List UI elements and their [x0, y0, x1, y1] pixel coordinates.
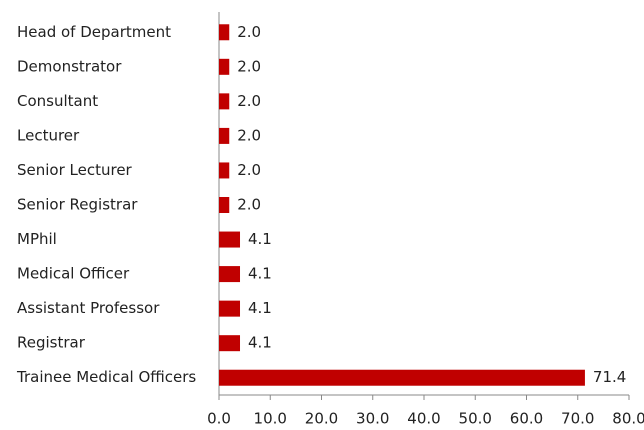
- x-tick-label: 0.0: [207, 410, 231, 428]
- x-tick-label: 10.0: [254, 410, 287, 428]
- y-tick-label: Medical Officer: [17, 265, 130, 283]
- x-tick-label: 40.0: [407, 410, 440, 428]
- bar: [219, 300, 241, 317]
- value-label: 2.0: [237, 92, 261, 110]
- x-tick-label: 80.0: [612, 410, 644, 428]
- value-label: 71.4: [593, 368, 626, 386]
- y-tick-label: Registrar: [17, 334, 86, 352]
- value-label: 4.1: [248, 230, 272, 248]
- y-tick-label: Demonstrator: [17, 57, 122, 75]
- bar: [219, 231, 241, 248]
- value-label: 2.0: [237, 57, 261, 75]
- x-tick-label: 20.0: [305, 410, 338, 428]
- y-tick-label: Lecturer: [17, 126, 80, 144]
- y-tick-label: Trainee Medical Officers: [16, 368, 196, 386]
- x-tick-label: 60.0: [510, 410, 543, 428]
- value-label: 2.0: [237, 23, 261, 41]
- bar: [219, 93, 230, 110]
- y-tick-label: Assistant Professor: [17, 299, 160, 317]
- bar: [219, 369, 585, 386]
- bar: [219, 266, 241, 283]
- value-label: 2.0: [237, 196, 261, 214]
- bar: [219, 162, 230, 179]
- bar: [219, 197, 230, 213]
- bar: [219, 335, 241, 352]
- value-label: 2.0: [237, 126, 261, 144]
- bar: [219, 58, 230, 75]
- value-label: 4.1: [248, 299, 272, 317]
- bar: [219, 127, 230, 144]
- x-tick-label: 50.0: [459, 410, 492, 428]
- y-tick-label: Head of Department: [17, 23, 171, 41]
- x-tick-label: 30.0: [356, 410, 389, 428]
- y-tick-label: MPhil: [17, 230, 57, 248]
- value-label: 4.1: [248, 334, 272, 352]
- y-tick-label: Senior Registrar: [17, 196, 138, 214]
- x-tick-label: 70.0: [561, 410, 594, 428]
- value-label: 4.1: [248, 265, 272, 283]
- y-tick-label: Consultant: [17, 92, 98, 110]
- y-tick-label: Senior Lecturer: [17, 161, 133, 179]
- value-label: 2.0: [237, 161, 261, 179]
- bar: [219, 24, 230, 41]
